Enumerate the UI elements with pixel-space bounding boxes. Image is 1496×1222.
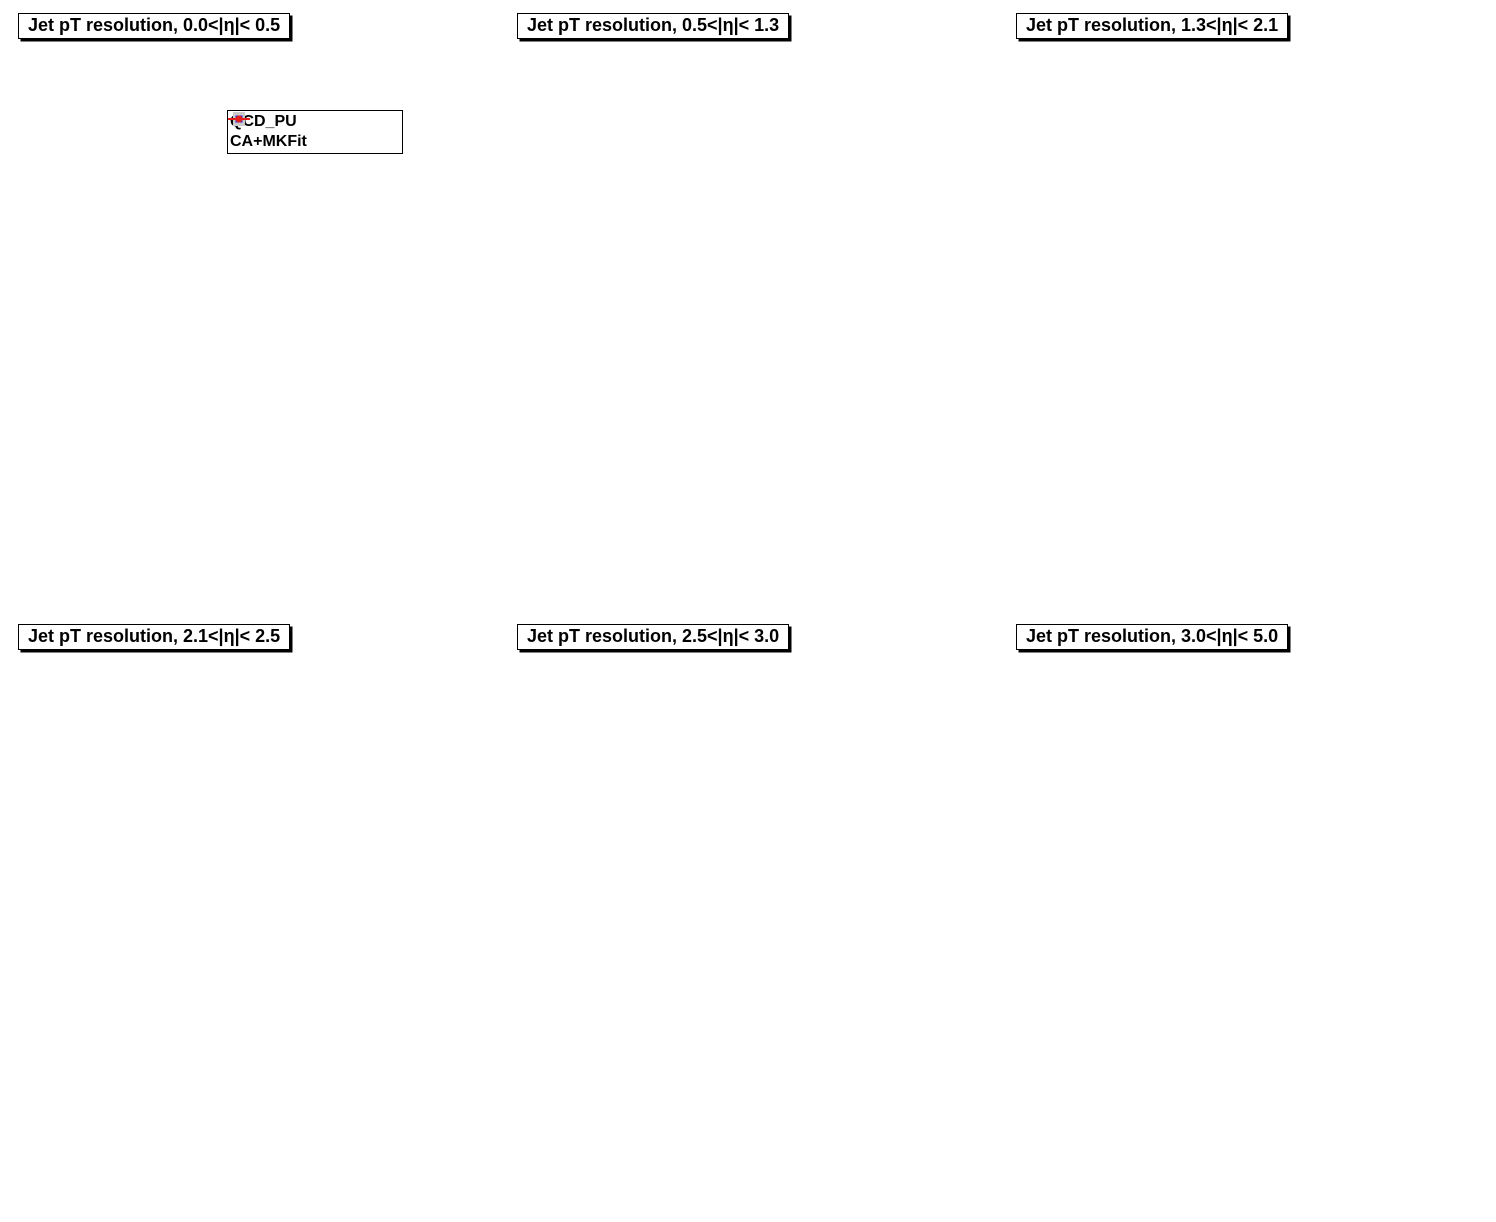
- panel-eta-0p0-0p5: Jet pT resolution, 0.0<|η|< 0.5 QCD_PU C…: [0, 0, 498, 611]
- plot-title: Jet pT resolution, 0.5<|η|< 1.3: [517, 13, 790, 39]
- plot-canvas: [998, 0, 1496, 605]
- plot-title-text: Jet pT resolution, 0.0<|η|< 0.5: [28, 15, 281, 35]
- legend: QCD_PU CA+MKFit: [227, 110, 403, 154]
- panel-eta-2p1-2p5: Jet pT resolution, 2.1<|η|< 2.5: [0, 611, 498, 1222]
- legend-entry-qcd-pu: QCD_PU: [228, 112, 402, 132]
- plot-title: Jet pT resolution, 3.0<|η|< 5.0: [1016, 624, 1289, 650]
- plot-title-text: Jet pT resolution, 0.5<|η|< 1.3: [527, 15, 780, 35]
- plot-title: Jet pT resolution, 1.3<|η|< 2.1: [1016, 13, 1289, 39]
- plot-canvas: [0, 611, 498, 1216]
- plot-title: Jet pT resolution, 0.0<|η|< 0.5: [18, 13, 291, 39]
- circle-marker-icon: [228, 115, 250, 123]
- panel-eta-3p0-5p0: Jet pT resolution, 3.0<|η|< 5.0: [998, 611, 1496, 1222]
- plot-canvas: [0, 0, 498, 605]
- legend-label: QCD_PU: [230, 113, 297, 130]
- plot-title-text: Jet pT resolution, 2.1<|η|< 2.5: [28, 626, 281, 646]
- plot-canvas: [998, 611, 1496, 1216]
- plot-title: Jet pT resolution, 2.1<|η|< 2.5: [18, 624, 291, 650]
- legend-label: CA+MKFit: [230, 133, 307, 150]
- plot-title-text: Jet pT resolution, 3.0<|η|< 5.0: [1026, 626, 1279, 646]
- plot-title-text: Jet pT resolution, 2.5<|η|< 3.0: [527, 626, 780, 646]
- panel-eta-0p5-1p3: Jet pT resolution, 0.5<|η|< 1.3: [499, 0, 997, 611]
- plot-canvas: [499, 611, 997, 1216]
- plot-canvas: [499, 0, 997, 605]
- plot-title-text: Jet pT resolution, 1.3<|η|< 2.1: [1026, 15, 1279, 35]
- panel-eta-1p3-2p1: Jet pT resolution, 1.3<|η|< 2.1: [998, 0, 1496, 611]
- panel-eta-2p5-3p0: Jet pT resolution, 2.5<|η|< 3.0: [499, 611, 997, 1222]
- legend-entry-ca-mkfit: CA+MKFit: [228, 115, 402, 152]
- plot-title: Jet pT resolution, 2.5<|η|< 3.0: [517, 624, 790, 650]
